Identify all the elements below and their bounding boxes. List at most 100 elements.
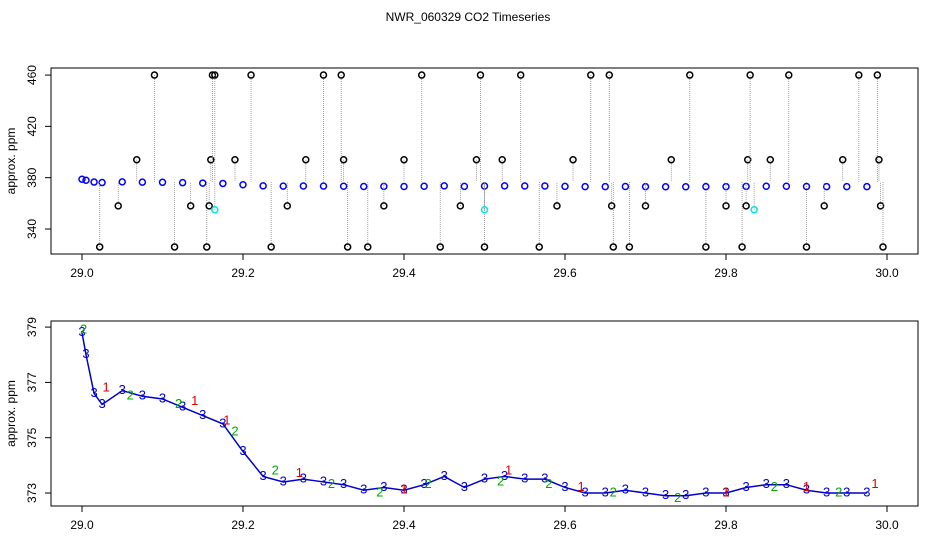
point (553, 202, 561, 210)
point (516, 71, 525, 79)
x-tick-label: 29.2 (231, 266, 255, 280)
point (90, 178, 98, 186)
glyph-point: 3 (82, 346, 89, 361)
glyph-point: 3 (159, 390, 166, 405)
point (742, 202, 750, 210)
point (158, 178, 167, 187)
glyph-point: 3 (582, 484, 589, 499)
point (247, 71, 255, 79)
glyph-point: 2 (425, 476, 432, 491)
glyph-point: 2 (175, 396, 182, 411)
point (782, 182, 791, 191)
x-tick-label: 29.6 (553, 266, 577, 280)
point (279, 182, 287, 190)
glyph-point: 1 (577, 479, 584, 494)
point (118, 178, 126, 186)
glyph-point: 1 (722, 484, 729, 499)
y-tick-label: 379 (25, 317, 39, 337)
glyph-point: 3 (179, 399, 186, 414)
point (535, 243, 543, 251)
point (98, 178, 106, 187)
point (498, 155, 506, 164)
point (78, 175, 86, 183)
point (587, 71, 595, 79)
point (400, 155, 408, 164)
point (339, 155, 348, 164)
point (138, 178, 147, 186)
x-tick-label: 29.4 (392, 518, 416, 532)
glyph-point: 1 (223, 413, 230, 428)
point (569, 155, 577, 164)
point (609, 243, 618, 251)
point (541, 182, 549, 190)
point (302, 155, 310, 164)
point (766, 155, 775, 164)
glyph-point: 3 (441, 468, 448, 483)
point (625, 243, 634, 251)
point (480, 243, 489, 251)
glyph-point: 3 (90, 385, 97, 400)
glyph-point: 3 (662, 487, 669, 502)
glyph-point: 3 (863, 484, 870, 499)
y-tick-label: 460 (25, 65, 39, 85)
glyph-point: 1 (803, 479, 810, 494)
point (702, 243, 710, 251)
point (231, 155, 239, 164)
point (95, 243, 104, 251)
glyph-point: 3 (320, 473, 327, 488)
trace (81, 332, 867, 497)
x-tick-label: 29.4 (392, 266, 416, 280)
point (873, 71, 882, 79)
point (114, 202, 122, 210)
x-tick-label: 29.8 (714, 266, 738, 280)
point (203, 243, 211, 251)
point (267, 243, 275, 251)
glyph-point: 3 (501, 468, 508, 483)
point (863, 182, 871, 191)
point (476, 71, 485, 79)
y-tick-label: 375 (25, 427, 39, 447)
point (186, 202, 195, 210)
point (319, 182, 328, 190)
glyph-point: 2 (674, 490, 681, 505)
y-axis-label: approx. ppm (4, 380, 18, 447)
x-tick-label: 29.0 (70, 518, 94, 532)
glyph-point: 3 (521, 471, 528, 486)
glyph-point: 1 (400, 482, 407, 497)
glyph-point: 2 (610, 484, 617, 499)
x-tick-label: 30.0 (875, 518, 899, 532)
point (641, 182, 650, 191)
glyph-point: 3 (622, 482, 629, 497)
glyph-point: 3 (139, 388, 146, 403)
glyph-point: 3 (239, 443, 246, 458)
point (205, 202, 213, 210)
point (82, 176, 90, 184)
point (211, 71, 219, 79)
point (746, 71, 754, 79)
glyph-point: 3 (360, 482, 367, 497)
point (802, 243, 811, 251)
point (211, 205, 219, 214)
y-tick-label: 380 (25, 167, 39, 187)
point (337, 71, 345, 79)
glyph-point: 3 (763, 476, 770, 491)
point (500, 182, 509, 190)
glyph-point: 3 (783, 476, 790, 491)
glyph-point: 2 (545, 476, 552, 491)
x-tick-label: 29.8 (714, 518, 738, 532)
point (440, 182, 448, 190)
point (456, 202, 465, 210)
glyph-point: 3 (119, 382, 126, 397)
glyph-point: 3 (541, 471, 548, 486)
point (742, 182, 750, 191)
x-tick-label: 29.0 (70, 266, 94, 280)
point (605, 71, 614, 79)
glyph-point: 3 (300, 471, 307, 486)
glyph-point: 3 (380, 479, 387, 494)
point (561, 182, 569, 191)
glyph-point: 2 (771, 479, 778, 494)
point (132, 155, 141, 164)
glyph-point: 3 (722, 484, 729, 499)
glyph-point: 1 (103, 379, 110, 394)
glyph-point: 3 (682, 487, 689, 502)
